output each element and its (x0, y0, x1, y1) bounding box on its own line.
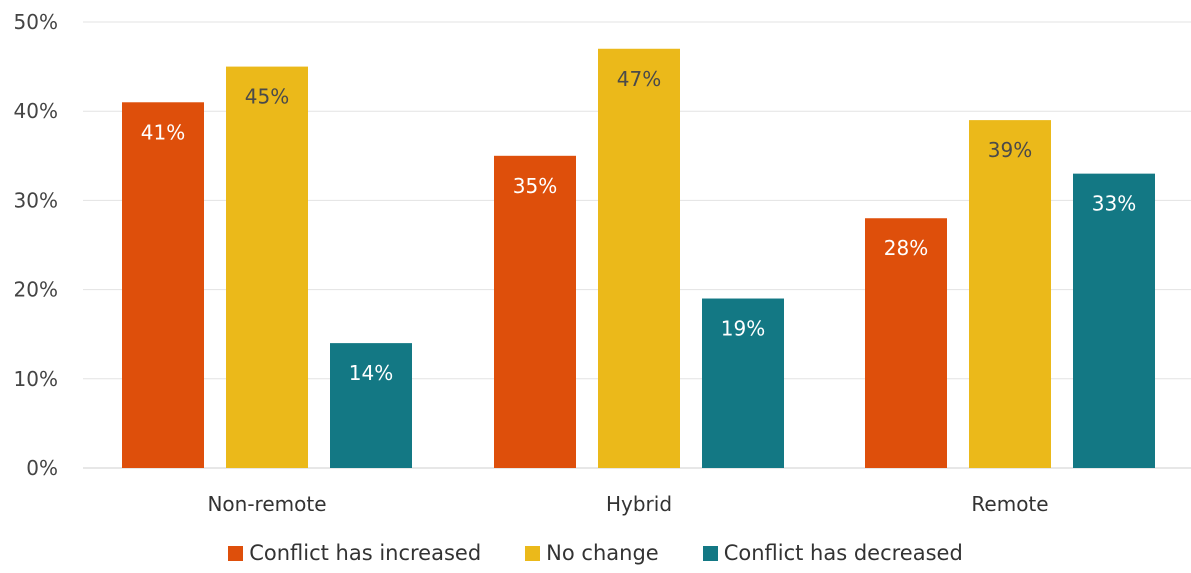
data-label: 28% (884, 236, 928, 260)
bar (494, 155, 576, 469)
bar-chart: 0% 10% 20% 30% 40% 50% 41% 45% 14% Non-remote 35% 4… (14, 10, 1191, 516)
bar (702, 298, 784, 468)
legend-swatch (228, 545, 244, 561)
bar (969, 120, 1051, 469)
legend-item: Conflict has increased (228, 541, 481, 565)
data-label: 35% (513, 174, 557, 198)
legend-item: No change (525, 541, 659, 565)
y-tick-label: 20% (14, 278, 58, 302)
bar (865, 218, 947, 468)
data-label: 41% (141, 120, 185, 144)
legend-swatch (525, 545, 541, 561)
bar (226, 66, 308, 468)
data-label: 39% (988, 138, 1032, 162)
x-tick-label: Non-remote (207, 492, 326, 516)
data-label: 47% (617, 67, 661, 91)
legend: Conflict has increased No change Conflict … (0, 535, 1191, 571)
x-tick-label: Hybrid (606, 492, 672, 516)
legend-label: Conflict has decreased (723, 541, 963, 565)
legend-item: Conflict has decreased (702, 541, 963, 565)
y-tick-label: 50% (14, 10, 58, 34)
bar (598, 48, 680, 468)
y-tick-label: 30% (14, 188, 58, 212)
y-tick-label: 40% (14, 99, 58, 123)
bar (122, 102, 204, 468)
x-tick-label: Remote (971, 492, 1048, 516)
data-label: 45% (245, 85, 289, 109)
legend-swatch (702, 545, 718, 561)
legend-label: No change (546, 541, 659, 565)
y-tick-label: 0% (26, 456, 58, 480)
data-label: 19% (721, 317, 765, 341)
bar (1073, 173, 1155, 468)
data-label: 33% (1092, 192, 1136, 216)
legend-label: Conflict has increased (249, 541, 482, 565)
bar (330, 343, 412, 468)
data-label: 14% (349, 361, 393, 385)
y-tick-label: 10% (14, 367, 58, 391)
